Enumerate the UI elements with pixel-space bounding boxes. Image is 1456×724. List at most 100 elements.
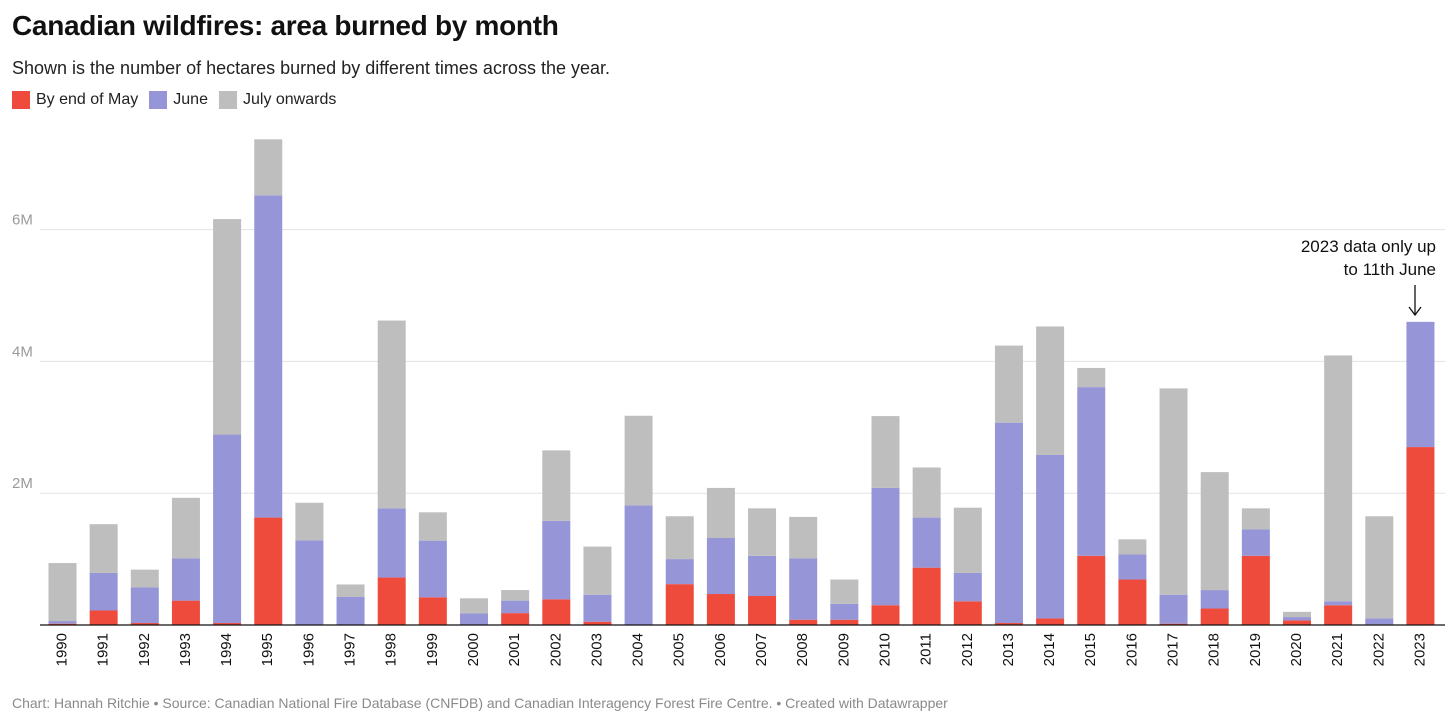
bar-segment [377,577,406,625]
bar-segment [789,619,818,625]
x-tick-label: 1994 [218,633,235,666]
x-axis-labels: 1990 1991 1992 1993 1994 1995 1996 1997 1998 1999… [53,633,1428,666]
x-tick-label: 2016 [1123,633,1140,666]
chart-subtitle: Shown is the number of hectares burned b… [12,58,610,78]
bar-segment [501,600,530,614]
bar-segment [953,507,982,573]
bar-segment [789,516,818,559]
bar-segment [1200,590,1229,609]
y-tick-label: 6M [12,212,33,229]
y-tick-label: 4M [12,343,33,360]
bar-segment [1200,472,1229,591]
bar-segment [254,517,283,625]
x-tick-label: 2005 [671,633,688,666]
bar-segment [171,558,200,601]
bar-segment [213,623,242,625]
bar-segment [1077,555,1106,625]
bar-segment [377,320,406,509]
x-tick-label: 1990 [53,633,70,666]
bar-segment [994,345,1023,423]
x-tick-label: 1993 [177,633,194,666]
bar-segment [871,416,900,488]
x-tick-label: 2003 [588,633,605,666]
bar-segment [336,584,365,597]
x-tick-label: 2007 [753,633,770,666]
x-tick-label: 2023 [1411,633,1428,666]
bar-segment [665,516,694,560]
x-tick-label: 1991 [95,633,112,666]
bar-segment [789,558,818,620]
bar-segment [1406,321,1435,448]
bar-segment [830,619,859,625]
bar-segment [48,563,77,622]
bar-segment [1365,516,1394,619]
bar-segment [1077,387,1106,556]
bar-segment [1159,623,1188,625]
bar-segment [418,597,447,625]
bar-segment [830,603,859,620]
bar-segment [1283,620,1311,625]
bar-segment [1241,555,1270,625]
bar-segment [953,601,982,625]
bar-segment [1324,605,1353,625]
bar-segment [706,594,735,625]
x-tick-label: 2022 [1370,633,1387,666]
bar-segment [912,467,941,518]
bar-segment [1200,608,1229,625]
x-tick-label: 2008 [794,633,811,666]
x-tick-label: 1992 [136,633,153,666]
annotation-line-1: 2023 data only up [1301,237,1436,256]
legend-swatch-june [149,91,168,109]
bar-segment [1036,454,1065,619]
bar-segment [295,502,324,541]
bar-segment [1118,554,1147,580]
bar-segment [130,623,159,625]
bar-segment [542,450,571,521]
bar-segment [953,572,982,602]
legend-item-may: By end of May [12,91,138,109]
bar-segment [336,596,365,625]
bar-segment [501,613,530,625]
chart-title: Canadian wildfires: area burned by month [12,10,559,41]
x-tick-label: 2021 [1329,633,1346,666]
bar-segment [912,567,941,625]
bar-segment [665,584,694,625]
x-tick-label: 2006 [712,633,729,666]
legend-label-june: June [173,91,208,108]
legend: By end of May June July onwards [12,91,347,109]
y-tick-label: 2M [12,475,33,492]
x-tick-label: 2013 [1000,633,1017,666]
bar-segment [213,434,242,624]
bar-segment [89,524,118,573]
x-tick-label: 2004 [630,633,647,666]
bar-segment [583,546,612,595]
bar-segment [1118,539,1147,555]
bar-segment [583,621,612,625]
bar-segment [1077,367,1106,388]
x-tick-label: 2002 [547,633,564,666]
bar-segment [418,540,447,598]
annotation-arrow-head [1408,306,1422,317]
bar-segment [994,623,1023,625]
bar-segment [1365,618,1394,625]
bar-segment [871,605,900,625]
bar-segment [171,600,200,625]
legend-item-june: June [149,91,208,109]
bar-segment [89,610,118,625]
bar-segment [624,415,653,506]
bar-segment [542,520,571,600]
x-tick-label: 1997 [342,633,359,666]
x-tick-label: 2020 [1288,633,1305,666]
bar-segment [254,195,283,518]
bar-segment [254,139,283,196]
bar-segment [377,508,406,578]
bar-segment [1406,447,1435,625]
bar-segment [1283,611,1311,618]
x-tick-label: 1995 [259,633,276,666]
bar-segment [48,621,77,624]
annotation: 2023 data only up to 11th June [1301,237,1436,317]
x-tick-label: 2014 [1041,633,1058,666]
bar-segment [295,540,324,625]
bar-segment [1324,355,1353,602]
